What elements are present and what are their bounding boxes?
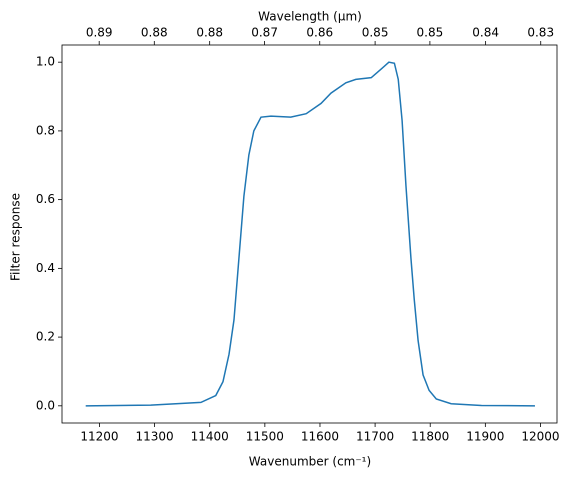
y-tick-label: 0.6: [36, 192, 55, 206]
y-tick-label: 0.2: [36, 330, 55, 344]
top-tick-label: 0.88: [141, 26, 168, 40]
top-tick-label: 0.84: [472, 26, 499, 40]
top-tick-label: 0.85: [417, 26, 444, 40]
data-line: [85, 61, 535, 407]
x-tick-label: 11200: [80, 430, 118, 444]
x-tick-label: 11700: [356, 430, 394, 444]
x-tick-label: 11500: [246, 430, 284, 444]
y-tick-label: 0.8: [36, 123, 55, 137]
x-tick-label: 11300: [136, 430, 174, 444]
y-tick-label: 0.0: [36, 398, 55, 412]
x-tick-label: 11600: [301, 430, 339, 444]
top-tick-label: 0.87: [251, 26, 278, 40]
top-axis-label: Wavelength (μm): [258, 10, 362, 24]
x-tick-label: 11800: [411, 430, 449, 444]
top-tick-label: 0.85: [362, 26, 389, 40]
top-tick-label: 0.89: [86, 26, 113, 40]
y-tick-label: 1.0: [36, 55, 55, 69]
top-tick-label: 0.83: [527, 26, 554, 40]
y-axis-label: Filter response: [9, 193, 23, 281]
x-tick-label: 12000: [521, 430, 559, 444]
x-axis-label: Wavenumber (cm⁻¹): [249, 455, 371, 469]
x-tick-label: 11900: [466, 430, 504, 444]
plot-frame: [61, 44, 558, 424]
y-tick-label: 0.4: [36, 261, 55, 275]
top-tick-label: 0.88: [196, 26, 223, 40]
x-tick-label: 11400: [191, 430, 229, 444]
top-tick-label: 0.86: [306, 26, 333, 40]
